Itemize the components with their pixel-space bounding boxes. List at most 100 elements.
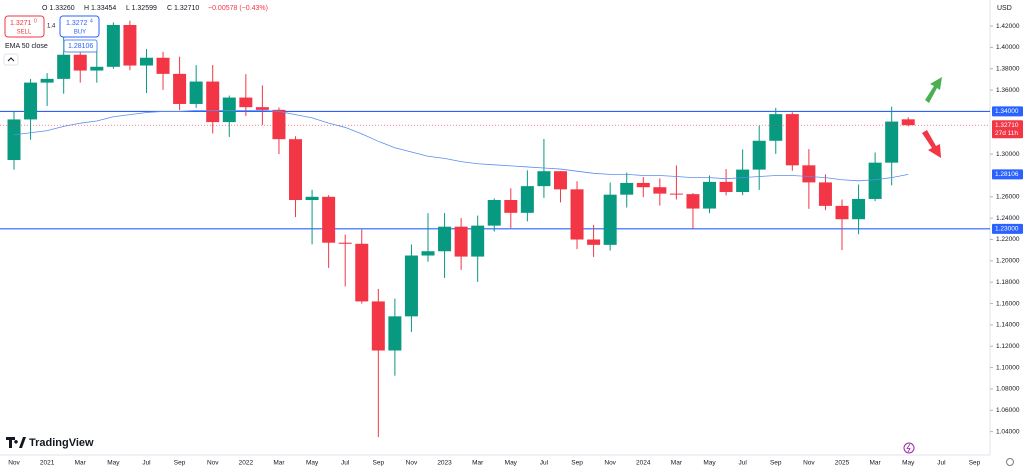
candle-body [106,24,120,67]
x-tick-label: 2022 [239,460,254,467]
open: O 1.33260 [42,5,75,12]
level-label: 1.34000 [995,108,1019,115]
x-tick-label: Sep [571,460,583,467]
candle-body [388,316,402,351]
candle-body [438,226,452,252]
currency: USD [997,5,1012,12]
event-bolt[interactable] [906,443,911,453]
x-tick-label: May [306,460,319,467]
sell-price[interactable]: 1.3271 [10,20,32,27]
last-price-badge [992,120,1023,139]
buy-box[interactable] [59,15,100,38]
candle-body [156,57,170,74]
candle-body [355,243,369,302]
level-label: 1.23000 [995,226,1019,233]
candle-body [90,66,104,71]
collapse-icon[interactable] [7,57,15,62]
brand-name: TradingView [29,437,94,449]
low: L 1.32599 [126,5,157,12]
candle-body [570,189,584,240]
candle-body [487,200,501,226]
x-tick-label: Jul [738,460,747,467]
y-tick-label: 1.26000 [996,194,1020,201]
x-tick-label: 2025 [835,460,850,467]
candle-body [206,81,220,123]
x-tick-label: May [902,460,915,467]
candle-body [835,205,849,220]
x-tick-label: Sep [174,460,186,467]
candle-body [818,182,832,206]
sell-box[interactable] [4,15,45,38]
buy-price[interactable]: 1.3272 [66,20,88,27]
candle-body [57,54,71,79]
y-tick-label: 1.20000 [996,258,1020,265]
y-tick-label: 1.38000 [996,65,1020,72]
collapse-button[interactable] [3,53,19,66]
down-arrow [922,130,941,158]
candle-body [802,165,816,183]
candle-body [553,171,567,190]
x-tick-label: Jul [937,460,946,467]
ema-badge [992,169,1023,180]
x-tick-label: Mar [472,460,484,467]
candle-body [620,182,634,195]
countdown: 27d 11h [995,130,1018,137]
sell-pip[interactable]: 0 [34,18,37,24]
candle-body [785,114,799,166]
brand: TradingView [6,437,94,449]
candle-body [404,255,418,317]
candle-body [371,301,385,351]
sell-label[interactable]: SELL [17,30,32,36]
candle-body [736,169,750,193]
y-tick-label: 1.18000 [996,279,1020,286]
candle-body [123,24,137,66]
y-tick-label: 1.08000 [996,386,1020,393]
candle-body [272,109,286,140]
x-tick-label: Mar [75,460,87,467]
ema-value-box [63,39,98,53]
x-tick-label: May [703,460,716,467]
x-tick-label: May [107,460,120,467]
x-tick-label: Mar [870,460,882,467]
y-tick-label: 1.24000 [996,215,1020,222]
x-tick-label: Jul [540,460,549,467]
x-tick-label: 2023 [437,460,452,467]
candle-body [454,226,468,257]
buy-label[interactable]: BUY [74,30,86,36]
level-badge [992,106,1023,117]
candle-body [24,82,38,120]
y-tick-label: 1.10000 [996,364,1020,371]
candle-body [7,119,21,160]
candle-body [139,57,153,66]
candle-body [752,140,766,170]
candle-body [653,187,667,194]
candle-body [222,97,236,123]
candle-body [603,194,617,245]
x-tick-label: May [505,460,518,467]
high: H 1.33454 [84,5,116,12]
candle-body [587,239,601,245]
candle-body [901,119,915,126]
y-tick-label: 1.22000 [996,236,1020,243]
settings-icon[interactable] [1006,458,1014,466]
candle-body [239,97,253,108]
candle-body [421,251,435,256]
candle-body [636,182,650,188]
buy-pip[interactable]: 4 [90,18,93,24]
buy-button[interactable]: 1.3272 4 BUY [59,15,100,38]
sell-button[interactable]: 1.3271 0 SELL [4,15,45,38]
candle-body [520,186,534,213]
x-tick-label: Nov [207,460,219,467]
x-tick-label: 2021 [40,460,55,467]
y-tick-label: 1.30000 [996,151,1020,158]
price-axis [990,0,1024,471]
event-icon[interactable] [903,442,915,454]
last-price-label: 1.32710 [995,122,1019,129]
candle-body [173,73,187,104]
y-tick-label: 1.14000 [996,322,1020,329]
candle-body [703,181,717,209]
ema-legend: EMA 50 close [5,43,48,50]
x-tick-label: Mar [273,460,285,467]
change: −0.00578 (−0.43%) [208,5,268,12]
x-tick-label: Nov [604,460,616,467]
